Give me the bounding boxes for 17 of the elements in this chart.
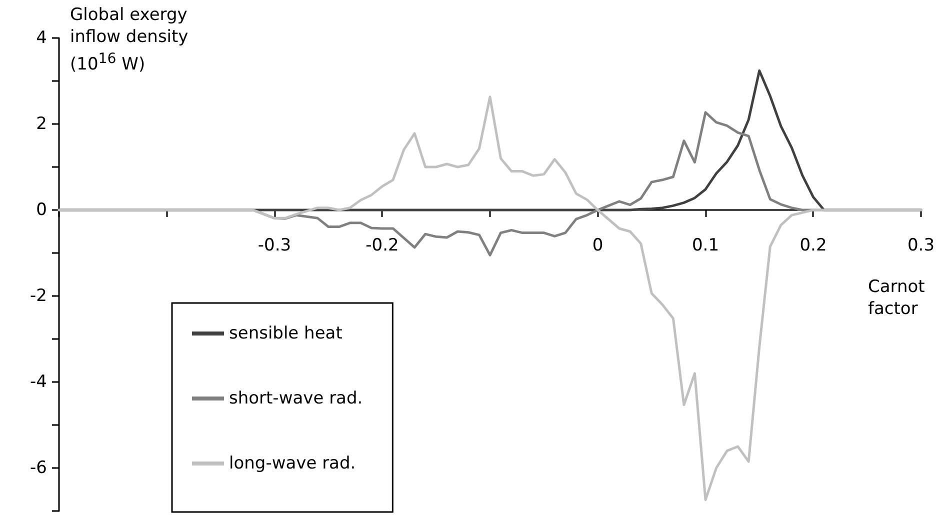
legend-label: sensible heat — [229, 324, 343, 344]
x-tick-label: -0.2 — [366, 236, 399, 256]
y-tick-label: 0 — [36, 200, 47, 220]
y-tick-label: 4 — [36, 28, 47, 48]
y-tick-label: -2 — [30, 286, 47, 306]
legend-label: long-wave rad. — [229, 454, 356, 474]
y-tick-label: -4 — [30, 372, 47, 392]
x-tick-label: 0.1 — [692, 236, 720, 256]
legend-label: short-wave rad. — [229, 388, 363, 408]
y-axis-title: Global exergy inflow density (10$^{16}$ W) — [70, 4, 190, 76]
x-tick-label: 0.2 — [800, 236, 827, 256]
y-tick-label: -6 — [30, 458, 47, 478]
x-tick-label: 0.3 — [907, 236, 935, 256]
y-tick-label: 2 — [36, 114, 47, 134]
x-tick-label: -0.3 — [258, 236, 292, 256]
x-axis-title: Carnot factor — [868, 276, 926, 320]
x-tick-label: 0 — [592, 236, 604, 256]
